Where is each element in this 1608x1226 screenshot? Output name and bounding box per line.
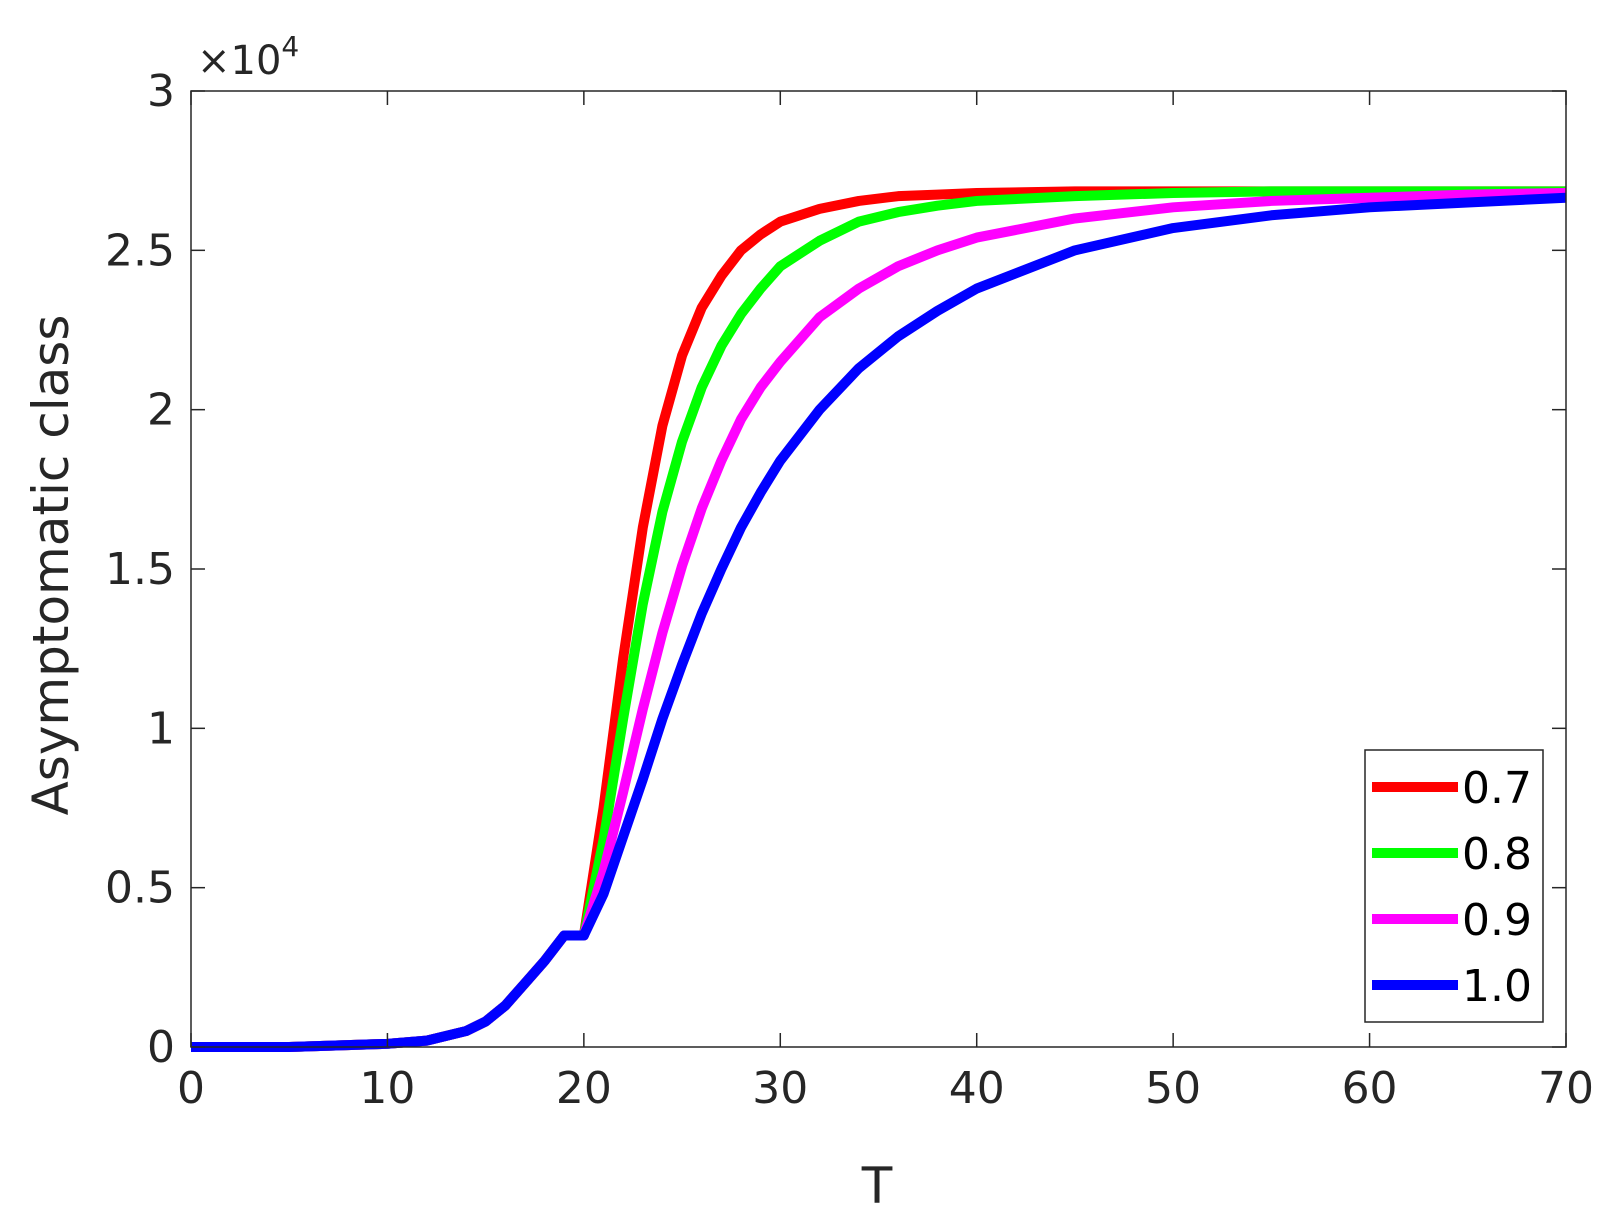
multiplier-base: 10 <box>231 38 282 84</box>
legend: 0.7 0.8 0.9 1.0 <box>1364 749 1544 1023</box>
y-tick-label: 2.5 <box>105 225 175 276</box>
legend-label-0.8: 0.8 <box>1462 829 1532 880</box>
x-tick-label: 0 <box>177 1063 205 1114</box>
x-tick-label: 70 <box>1538 1063 1594 1114</box>
x-tick-label: 50 <box>1145 1063 1201 1114</box>
y-tick-label: 1 <box>147 703 175 754</box>
y-tick-label: 3 <box>147 66 175 117</box>
y-tick-labels: 0 0.5 1 1.5 2 2.5 3 <box>105 66 175 1073</box>
x-tick-label: 10 <box>359 1063 415 1114</box>
y-axis-label: Asymptomatic class <box>22 315 80 816</box>
y-tick-label: 0 <box>147 1022 175 1073</box>
x-tick-label: 40 <box>949 1063 1005 1114</box>
x-tick-label: 20 <box>556 1063 612 1114</box>
legend-label-0.9: 0.9 <box>1462 895 1532 946</box>
legend-items: 0.7 0.8 0.9 1.0 <box>1372 763 1532 1012</box>
y-axis-multiplier: ×104 <box>197 30 299 84</box>
x-axis-label: T <box>861 1157 893 1215</box>
y-tick-label: 2 <box>147 385 175 436</box>
tick-layer <box>190 90 1567 1048</box>
series-layer <box>191 186 1567 1052</box>
multiplier-exponent: 4 <box>281 30 299 63</box>
y-tick-label: 0.5 <box>105 863 175 914</box>
x-tick-label: 60 <box>1342 1063 1398 1114</box>
y-tick-label: 1.5 <box>105 544 175 595</box>
legend-box <box>1364 749 1544 1023</box>
legend-label-0.7: 0.7 <box>1462 763 1532 814</box>
series-line-1.0 <box>191 192 1567 1052</box>
x-tick-labels: 0 10 20 30 40 50 60 70 <box>177 1063 1594 1114</box>
x-tick-label: 30 <box>752 1063 808 1114</box>
multiplier-times: × <box>197 38 231 84</box>
legend-label-1.0: 1.0 <box>1462 961 1532 1012</box>
